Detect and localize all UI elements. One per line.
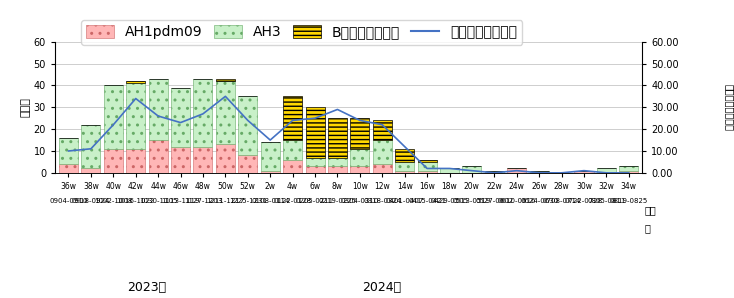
Bar — [418, 171, 437, 173]
Bar — [440, 168, 459, 173]
Bar — [350, 166, 369, 173]
Bar — [283, 140, 302, 160]
Bar — [305, 158, 324, 166]
Bar — [328, 158, 347, 166]
Bar — [283, 96, 302, 140]
Bar — [126, 83, 145, 149]
Bar — [373, 164, 392, 173]
Bar — [81, 125, 101, 168]
Bar — [261, 142, 280, 171]
Bar — [484, 171, 504, 173]
Bar — [328, 166, 347, 173]
Bar — [239, 96, 258, 155]
Bar — [395, 171, 414, 173]
Bar — [395, 162, 414, 171]
Bar — [575, 171, 594, 173]
Bar — [350, 149, 369, 166]
Y-axis label: 定点当たり報告数: 定点当たり報告数 — [724, 84, 734, 131]
Bar — [59, 164, 78, 173]
Legend: AH1pdm09, AH3, Bビクトリア系統, 定点当たり報告数: AH1pdm09, AH3, Bビクトリア系統, 定点当たり報告数 — [81, 20, 523, 45]
Text: 月日: 月日 — [644, 205, 656, 215]
Bar — [328, 118, 347, 158]
Bar — [103, 149, 123, 173]
Bar — [148, 79, 167, 140]
Bar — [530, 171, 549, 173]
Text: 週: 週 — [644, 223, 650, 233]
Bar — [507, 168, 526, 173]
Bar — [373, 120, 392, 140]
Bar — [619, 166, 639, 171]
Bar — [395, 149, 414, 162]
Bar — [305, 166, 324, 173]
Bar — [216, 145, 235, 173]
Text: 2023年: 2023年 — [127, 280, 167, 294]
Y-axis label: 検出数: 検出数 — [21, 97, 31, 117]
Bar — [126, 149, 145, 173]
Bar — [216, 79, 235, 81]
Bar — [597, 168, 616, 173]
Bar — [126, 81, 145, 83]
Bar — [283, 160, 302, 173]
Bar — [148, 140, 167, 173]
Bar — [194, 79, 213, 147]
Bar — [216, 81, 235, 145]
Bar — [81, 168, 101, 173]
Bar — [462, 166, 482, 173]
Bar — [418, 160, 437, 162]
Bar — [305, 107, 324, 158]
Bar — [261, 171, 280, 173]
Bar — [194, 147, 213, 173]
Bar — [373, 140, 392, 164]
Bar — [619, 171, 639, 173]
Bar — [171, 88, 190, 147]
Text: 2024年: 2024年 — [362, 280, 401, 294]
Bar — [350, 118, 369, 149]
Bar — [59, 138, 78, 164]
Bar — [171, 147, 190, 173]
Bar — [103, 86, 123, 149]
Bar — [239, 155, 258, 173]
Bar — [418, 162, 437, 171]
